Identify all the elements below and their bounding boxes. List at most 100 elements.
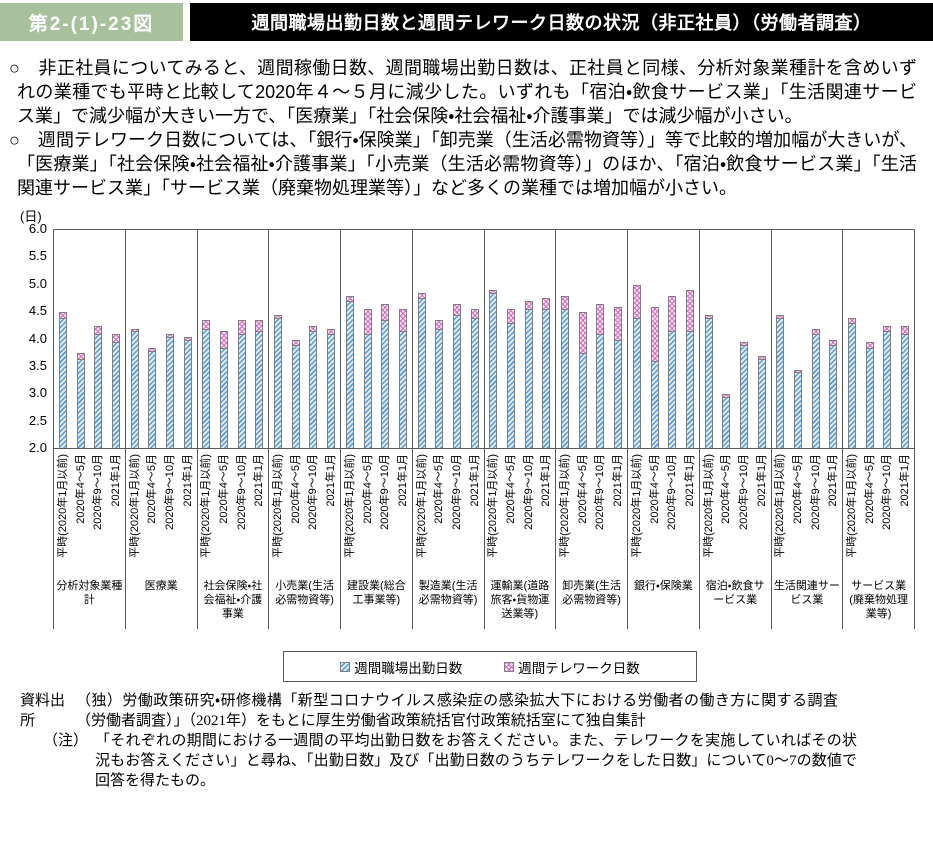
telework-days-bar	[578, 312, 587, 355]
period-tick-label: 2020年9～10月	[450, 454, 463, 530]
industry-label: 建設業(総合工事業等)	[347, 580, 406, 606]
attendance-days-bar	[291, 345, 300, 449]
header-gap	[183, 3, 190, 41]
y-axis-tick: 5.0	[28, 275, 47, 291]
telework-days-bar	[202, 320, 211, 330]
y-axis-tick: 2.5	[28, 412, 47, 428]
period-tick-label: 平時(2020年1月以前)	[272, 454, 285, 558]
attendance-days-bar	[489, 293, 498, 449]
attendance-days-bar	[794, 372, 803, 449]
bar-slot: 平時(2020年1月以前)	[54, 230, 72, 558]
bar-slot: 2021年1月	[538, 230, 556, 507]
y-axis-tick: 5.5	[28, 248, 47, 264]
period-tick-label: 平時(2020年1月以前)	[343, 454, 356, 558]
bar-slot: 2020年9～10月	[592, 230, 610, 530]
period-tick-label: 2020年4～5月	[863, 454, 876, 524]
telework-days-bar	[848, 317, 857, 325]
industry-label: 医療業	[144, 580, 178, 592]
legend-label-attendance: 週間職場出勤日数	[354, 660, 463, 676]
bar-slot: 2020年9～10月	[735, 230, 753, 530]
telework-days-bar	[309, 325, 318, 333]
period-tick-label: 2020年9～10月	[235, 454, 248, 530]
period-tick-label: 平時(2020年1月以前)	[702, 454, 715, 558]
period-tick-label: 2020年4～5月	[146, 454, 159, 524]
period-tick-label: 2021年1月	[612, 454, 625, 507]
x-axis-line	[53, 448, 915, 449]
bar-slot: 2020年9～10月	[305, 230, 323, 530]
attendance-days-bar	[722, 397, 731, 449]
bar-slot: 平時(2020年1月以前)	[700, 230, 718, 558]
telework-days-bar	[524, 301, 533, 311]
bullet-paragraph-2: ○ 週間テレワーク日数については、「銀行・保険業」「卸売業（生活必需物資等）」等…	[9, 128, 917, 200]
attendance-days-bar	[829, 345, 838, 449]
y-axis-tick: 4.5	[28, 303, 47, 319]
legend-label-telework: 週間テレワーク日数	[518, 660, 640, 676]
source-row: 資料出所 （独）労働政策研究・研修機構「新型コロナウイルス感染症の感染拡大下にお…	[20, 691, 917, 731]
period-tick-label: 2021年1月	[755, 454, 768, 507]
attendance-days-bar	[561, 309, 570, 449]
bar-slot: 2021年1月	[394, 230, 412, 507]
bar-slot: 2020年9～10月	[807, 230, 825, 530]
note-text: 「それぞれの期間における一週間の平均出勤日数をお答えください。また、テレワークを…	[95, 733, 857, 789]
bar-slot: 平時(2020年1月以前)	[341, 230, 359, 558]
period-tick-label: 2020年4～5月	[505, 454, 518, 524]
bar-slot: 2020年4～5月	[72, 230, 90, 524]
attendance-days-bar	[614, 339, 623, 449]
industry-group: 平時(2020年1月以前) 2020年4～5月 2020年9～10月 2021年1月宿…	[698, 230, 771, 629]
attendance-days-bar	[542, 309, 551, 449]
industry-label: 分析対象業種計	[56, 580, 123, 606]
industry-label: 生活関連サービス業	[773, 580, 840, 606]
telework-days-bar	[470, 309, 479, 319]
attendance-days-bar	[148, 350, 157, 449]
telework-days-bar	[111, 334, 120, 344]
bullet-marker: ○	[9, 58, 39, 78]
y-axis-tick: 2.0	[28, 440, 47, 455]
attendance-days-bar	[668, 331, 677, 449]
bar-slot: 2021年1月	[107, 230, 125, 507]
attendance-days-bar	[632, 317, 641, 449]
summary-bullets: ○ 非正社員についてみると、週間稼働日数、週間職場出勤日数は、正社員と同様、分析…	[9, 56, 917, 200]
industry-groups: 平時(2020年1月以前) 2020年4～5月 2020年9～10月 2021年1月分…	[53, 229, 915, 629]
attendance-days-bar	[94, 334, 103, 449]
period-tick-label: 2020年9～10月	[522, 454, 535, 530]
telework-days-bar	[489, 290, 498, 294]
period-tick-label: 2021年1月	[396, 454, 409, 507]
bar-slot: 2021年1月	[251, 230, 269, 507]
period-tick-label: 平時(2020年1月以前)	[559, 454, 572, 558]
attendance-days-bar	[130, 331, 139, 449]
bar-slot: 2020年9～10月	[89, 230, 107, 530]
attendance-days-bar	[202, 328, 211, 449]
telework-days-bar	[220, 331, 229, 349]
bar-slot: 2021年1月	[681, 230, 699, 507]
attendance-days-bar	[757, 358, 766, 449]
bar-slot: 2021年1月	[753, 230, 771, 507]
bar-slot: 2020年4～5月	[215, 230, 233, 524]
attendance-days-bar	[363, 334, 372, 449]
period-tick-label: 2020年4～5月	[74, 454, 87, 524]
telework-days-bar	[614, 306, 623, 341]
industry-group: 平時(2020年1月以前) 2020年4～5月 2020年9～10月 2021年1月運…	[483, 230, 556, 629]
industry-label: 卸売業(生活必需物資等)	[562, 580, 621, 606]
industry-label: 社会保険・社会福祉・介護事業	[203, 580, 263, 620]
attendance-days-bar	[417, 298, 426, 449]
bar-slot: 2021年1月	[322, 230, 340, 507]
bar-slot: 平時(2020年1月以前)	[198, 230, 216, 558]
telework-days-bar	[883, 325, 892, 333]
bar-slot: 2020年4～5月	[502, 230, 520, 524]
period-tick-label: 平時(2020年1月以前)	[630, 454, 643, 558]
bar-slot: 2020年4～5月	[646, 230, 664, 524]
telework-days-bar	[291, 339, 300, 346]
attendance-days-bar	[165, 336, 174, 449]
y-axis-tick: 6.0	[28, 221, 47, 236]
telework-days-bar	[58, 312, 67, 319]
bar-slot: 2020年9～10月	[161, 230, 179, 530]
period-tick-label: 2020年4～5月	[576, 454, 589, 524]
telework-days-bar	[811, 328, 820, 335]
industry-label: 運輸業(道路旅客・貨物運送業等)	[490, 580, 550, 620]
attendance-days-bar	[452, 314, 461, 449]
attendance-days-bar	[901, 334, 910, 449]
bar-slot: 2020年4～5月	[861, 230, 879, 524]
bullet-paragraph-1: ○ 非正社員についてみると、週間稼働日数、週間職場出勤日数は、正社員と同様、分析…	[9, 56, 917, 128]
industry-label: サービス業(廃棄物処理業等)	[849, 580, 908, 620]
attendance-days-bar	[381, 320, 390, 449]
